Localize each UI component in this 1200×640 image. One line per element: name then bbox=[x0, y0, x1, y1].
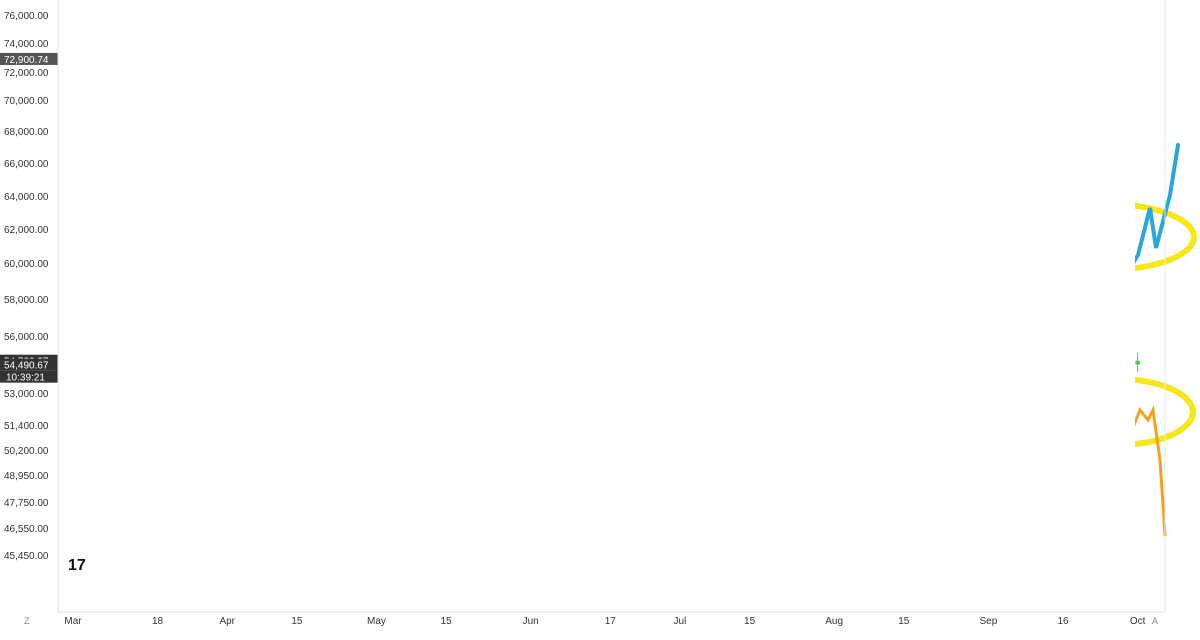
x-tick-label: May bbox=[367, 616, 386, 627]
y-tick-label: 45,450.00 bbox=[4, 551, 49, 562]
x-tick-label: Apr bbox=[219, 616, 235, 627]
y-tick-label: 56,000.00 bbox=[4, 332, 49, 343]
corner-left-label[interactable]: Z bbox=[24, 616, 30, 626]
x-tick-label: Sep bbox=[980, 616, 998, 627]
x-tick-label: 17 bbox=[605, 616, 617, 627]
y-tick-label: 76,000.00 bbox=[4, 11, 49, 22]
y-tick-label: 46,550.00 bbox=[4, 524, 49, 535]
x-tick-label: 15 bbox=[898, 616, 910, 627]
price-tag-box bbox=[0, 358, 58, 371]
y-tick-label: 66,000.00 bbox=[4, 159, 49, 170]
annotation-arrow-up bbox=[1121, 143, 1180, 282]
x-tick-label: 15 bbox=[441, 616, 453, 627]
tradingview-logo: 17 bbox=[68, 557, 86, 574]
y-tick-label: 74,000.00 bbox=[4, 39, 49, 50]
y-tick-label: 64,000.00 bbox=[4, 192, 49, 203]
x-tick-label: 16 bbox=[1057, 616, 1069, 627]
price-tag-label: 72,900.74 bbox=[4, 55, 49, 66]
plot-area bbox=[58, 0, 1135, 580]
misc-group: Z A 17 bbox=[24, 0, 1166, 626]
x-tick-label: 18 bbox=[152, 616, 164, 627]
corner-right-label[interactable]: A bbox=[1152, 616, 1158, 626]
y-tick-label: 47,750.00 bbox=[4, 498, 49, 509]
y-tick-label: 48,950.00 bbox=[4, 471, 49, 482]
price-tag-box bbox=[0, 52, 58, 65]
x-tick-label: 15 bbox=[291, 616, 303, 627]
x-axis[interactable]: Mar 18 Apr 15 May 15 Jun 17 Jul 15 Aug 15 Sep 16 Oct bbox=[64, 616, 1145, 627]
y-axis[interactable]: 76,000.00 74,000.00 72,000.00 70,000.00 68,0… bbox=[4, 11, 49, 562]
y-tick-label: 58,000.00 bbox=[4, 295, 49, 306]
y-tick-label: 68,000.00 bbox=[4, 127, 49, 138]
y-tick-label: 53,000.00 bbox=[4, 389, 49, 400]
countdown-label: 10:39:21 bbox=[6, 373, 45, 384]
x-tick-label: Mar bbox=[64, 616, 82, 627]
candle-body bbox=[1135, 360, 1140, 365]
y-tick-label: 51,400.00 bbox=[4, 421, 49, 432]
y-tick-label: 72,000.00 bbox=[4, 68, 49, 79]
x-tick-label: Jun bbox=[523, 616, 539, 627]
y-tick-label: 70,000.00 bbox=[4, 96, 49, 107]
x-tick-label: Oct bbox=[1130, 616, 1146, 627]
x-tick-label: Jul bbox=[674, 616, 687, 627]
x-tick-label: Aug bbox=[825, 616, 843, 627]
x-tick-label: 15 bbox=[744, 616, 756, 627]
y-tick-label: 60,000.00 bbox=[4, 259, 49, 270]
countdown-box bbox=[0, 370, 58, 383]
y-tick-label: 50,200.00 bbox=[4, 446, 49, 457]
y-tick-label: 62,000.00 bbox=[4, 225, 49, 236]
price-tag-label: 54,490.67 bbox=[4, 361, 49, 372]
